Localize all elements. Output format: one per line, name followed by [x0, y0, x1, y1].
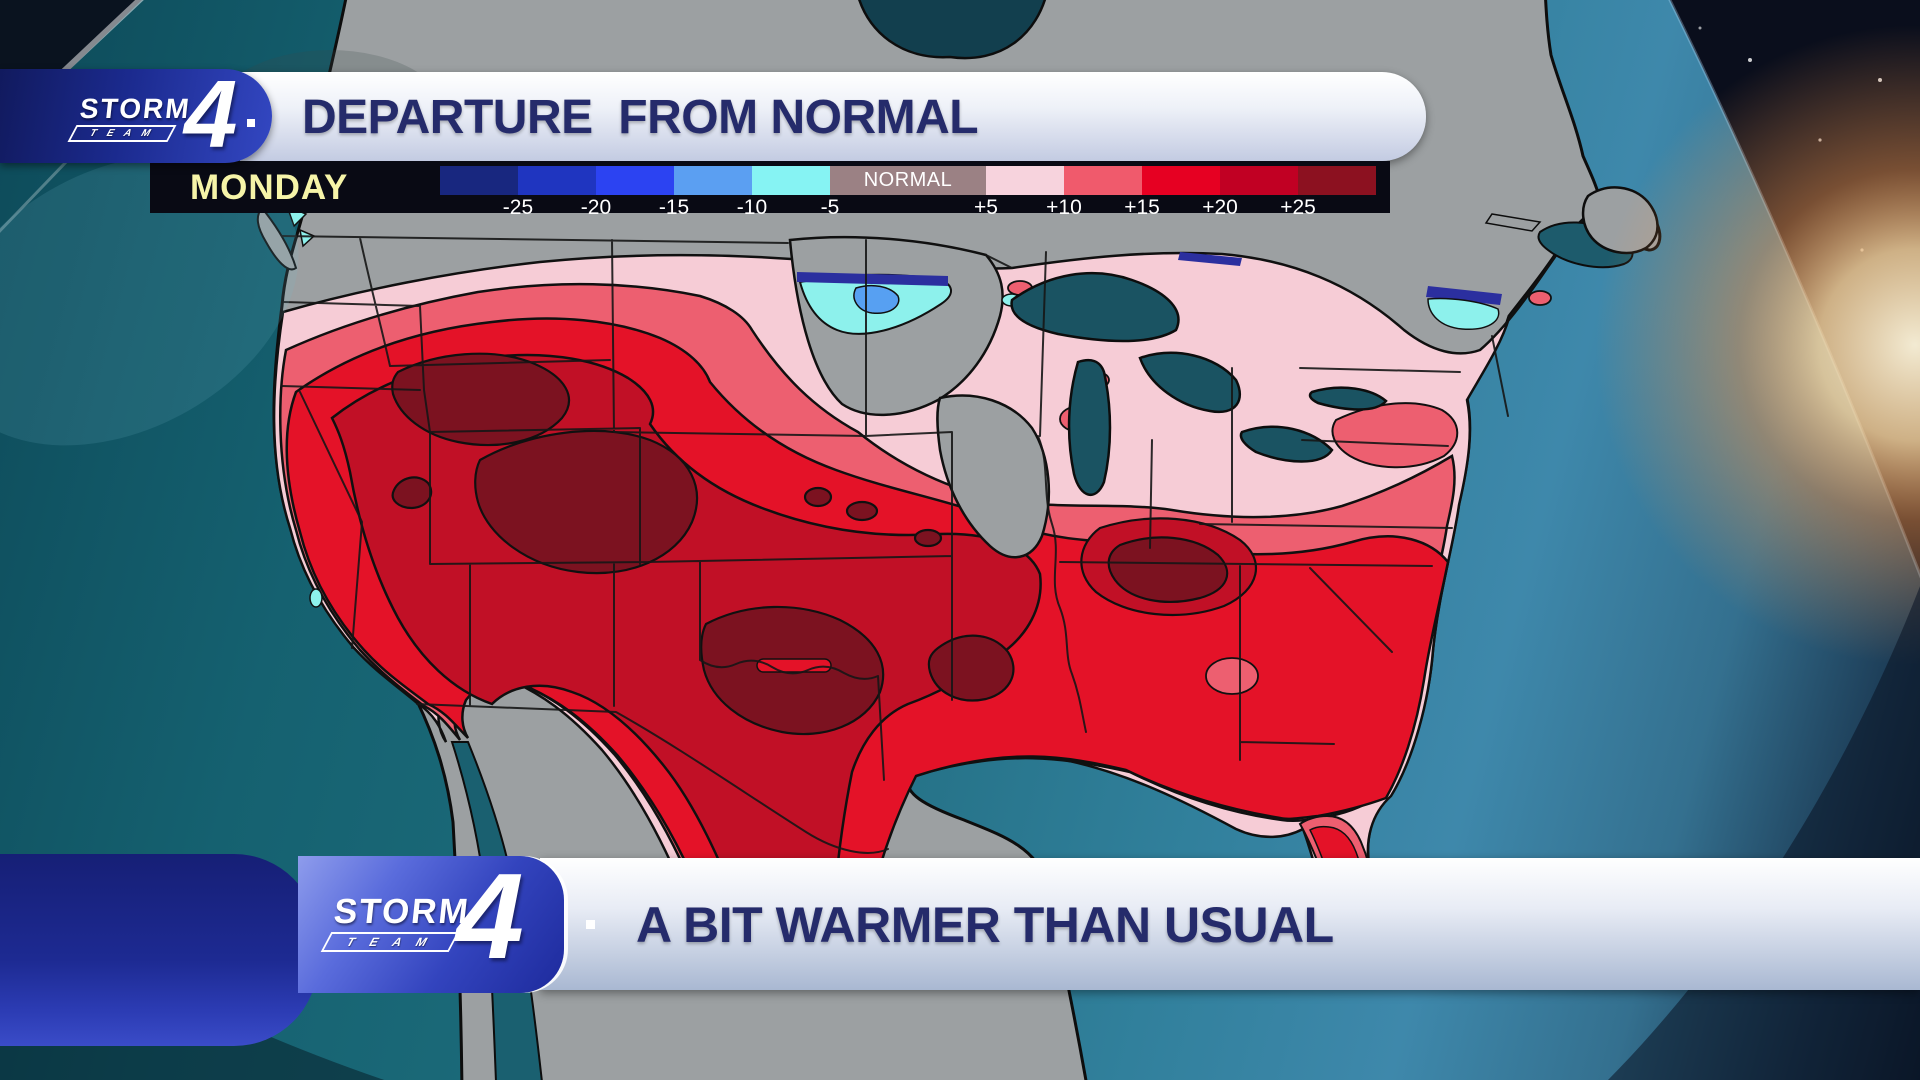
sun-glow [1595, 25, 1920, 665]
state-borders [281, 235, 1509, 854]
storm-team-4-logo-plate-top: STORM T E A M 4 [0, 61, 272, 168]
legend-tick-label: -10 [736, 196, 768, 219]
legend-color-cells: NORMAL [440, 166, 1376, 195]
storm-team-4-logo: STORM T E A M 4 [298, 848, 595, 993]
legend-tick-label: +5 [974, 196, 998, 219]
legend-cell [1298, 166, 1376, 195]
legend-cell [986, 166, 1064, 195]
map-zone-plus25-maroon [391, 352, 1229, 736]
day-label: MONDAY [190, 168, 349, 207]
temperature-scale-legend: NORMAL -25 -20 -15 -10 -5 +5 +10 +15 +20 +25 [440, 166, 1376, 219]
logo-dot [586, 920, 595, 929]
logo-4-numeral: 4 [456, 848, 524, 984]
legend-cell [1064, 166, 1142, 195]
legend-cell [674, 166, 752, 195]
logo-storm-text: STORM [332, 892, 472, 931]
legend-tick-label: +10 [1046, 196, 1082, 219]
hudson-bay [858, 0, 1047, 60]
legend-tick-label: +15 [1124, 196, 1160, 219]
legend-normal-label: NORMAL [863, 169, 953, 191]
storm-team-4-logo-plate-bottom: STORM T E A M 4 [298, 848, 595, 993]
legend-cell [440, 166, 518, 195]
legend-tick-labels: -25 -20 -15 -10 -5 +5 +10 +15 +20 +25 [440, 195, 1376, 219]
storm-team-4-logo: STORM T E A M 4 [0, 61, 272, 168]
logo-4-numeral: 4 [184, 61, 238, 168]
legend-cell: NORMAL [830, 166, 986, 195]
logo-team-strip: T E A M [67, 125, 177, 142]
legend-cell [1142, 166, 1220, 195]
bottom-title-bar: A BIT WARMER THAN USUAL [540, 858, 1920, 990]
legend-tick-label: +25 [1280, 196, 1316, 219]
bottom-blue-band [0, 854, 318, 1046]
caption-title: A BIT WARMER THAN USUAL [636, 897, 1334, 953]
anticosti-island [1484, 213, 1542, 232]
legend-cell [596, 166, 674, 195]
logo-storm-text: STORM [78, 93, 193, 124]
legend-tick-label: -20 [580, 196, 612, 219]
legend-tick-label: +20 [1202, 196, 1238, 219]
legend-bar: MONDAY NORMAL -25 -20 -15 -10 -5 +5 +10 +15 +20 +… [150, 161, 1390, 219]
legend-tick-label: -25 [502, 196, 534, 219]
legend-cell [518, 166, 596, 195]
great-lakes [1010, 271, 1388, 496]
legend-cell [1220, 166, 1298, 195]
page-title: DEPARTURE FROM NORMAL [302, 91, 979, 144]
legend-cell [752, 166, 830, 195]
logo-dot [247, 119, 255, 127]
legend-tick-label: -15 [658, 196, 690, 219]
legend-tick-label: -5 [820, 196, 840, 219]
top-title-bar: DEPARTURE FROM NORMAL [240, 72, 1426, 161]
logo-team-strip: T E A M [320, 932, 460, 952]
